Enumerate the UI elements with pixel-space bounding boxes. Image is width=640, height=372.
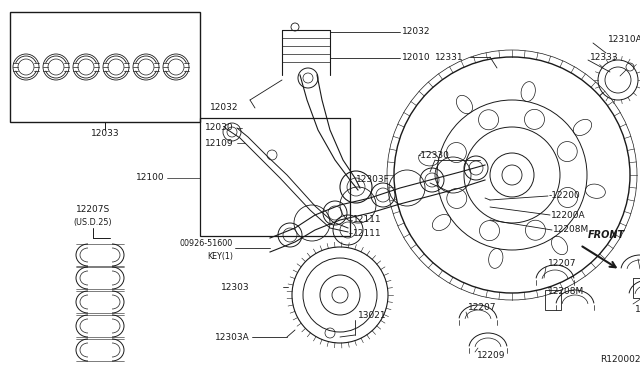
Text: R1200021: R1200021: [600, 356, 640, 365]
Text: 12209: 12209: [635, 305, 640, 314]
Text: 13021: 13021: [358, 311, 387, 320]
Text: -12330: -12330: [417, 151, 449, 160]
Text: 00926-51600: 00926-51600: [180, 240, 233, 248]
Text: 12100: 12100: [136, 173, 165, 183]
Text: (US.D.25): (US.D.25): [74, 218, 112, 227]
Text: 12207: 12207: [548, 259, 577, 267]
Text: 12303: 12303: [221, 282, 250, 292]
Bar: [200, 118, 350, 236]
Text: 12111: 12111: [353, 228, 381, 237]
Text: 12207S: 12207S: [76, 205, 110, 215]
Text: 12331: 12331: [435, 52, 463, 61]
Text: KEY(1): KEY(1): [207, 251, 233, 260]
Text: 12208M: 12208M: [553, 225, 589, 234]
Bar: [633, 278, 640, 298]
Text: 12030: 12030: [205, 124, 234, 132]
Bar: [545, 290, 561, 310]
Text: 12033: 12033: [91, 129, 119, 138]
Text: 12111: 12111: [353, 215, 381, 224]
Bar: [10, 12, 200, 122]
Text: 12209: 12209: [477, 350, 506, 359]
Text: 12310A: 12310A: [608, 35, 640, 45]
Text: 12333: 12333: [590, 52, 619, 61]
Text: 12032: 12032: [402, 28, 431, 36]
Text: 12109: 12109: [205, 138, 234, 148]
Text: 12032: 12032: [210, 103, 239, 112]
Text: FRONT: FRONT: [588, 230, 625, 240]
Text: 12207: 12207: [468, 304, 497, 312]
Text: 12010: 12010: [402, 54, 431, 62]
Text: -12200: -12200: [549, 192, 580, 201]
Text: 12303A: 12303A: [215, 333, 250, 341]
Text: 12200A: 12200A: [551, 211, 586, 219]
Text: 12303F: 12303F: [356, 176, 390, 185]
Text: 12208M: 12208M: [548, 288, 584, 296]
